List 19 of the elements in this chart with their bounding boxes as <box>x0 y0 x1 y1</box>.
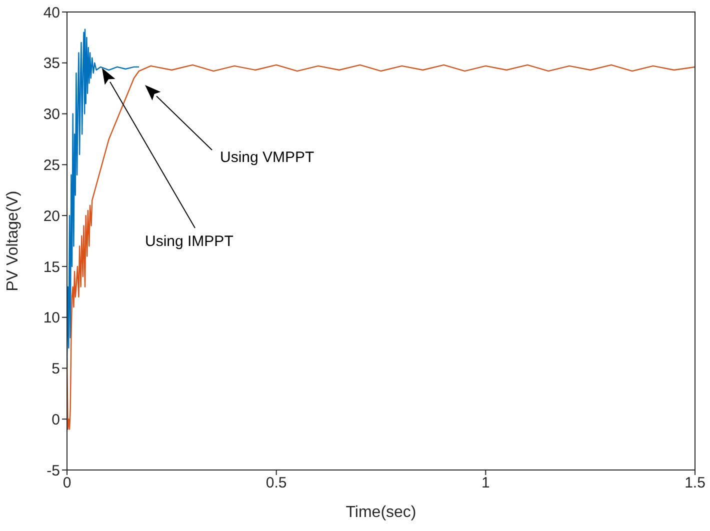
x-tick-label: 0.5 <box>266 474 287 492</box>
annotation: Using VMPPT <box>220 149 314 166</box>
x-tick-label: 1 <box>481 474 490 492</box>
x-tick-label: 1.5 <box>684 474 706 492</box>
x-tick-label: 0 <box>62 474 72 492</box>
y-tick-label: 40 <box>43 4 60 22</box>
y-tick-label: 15 <box>43 258 60 276</box>
x-axis-title: Time(sec) <box>346 504 416 521</box>
y-tick-label: 25 <box>43 156 60 174</box>
y-tick-label: 35 <box>43 55 60 72</box>
annotation: Using IMPPT <box>145 233 234 250</box>
y-tick-label: 20 <box>43 208 60 225</box>
line-series <box>67 64 695 430</box>
y-axis-title: PV Voltage(V) <box>4 190 22 292</box>
y-tick-label: 0 <box>52 411 60 428</box>
y-tick-label: 10 <box>43 310 60 327</box>
y-tick-label: -5 <box>46 462 60 480</box>
y-tick-label: 5 <box>52 360 60 378</box>
y-tick-label: 30 <box>43 106 60 124</box>
